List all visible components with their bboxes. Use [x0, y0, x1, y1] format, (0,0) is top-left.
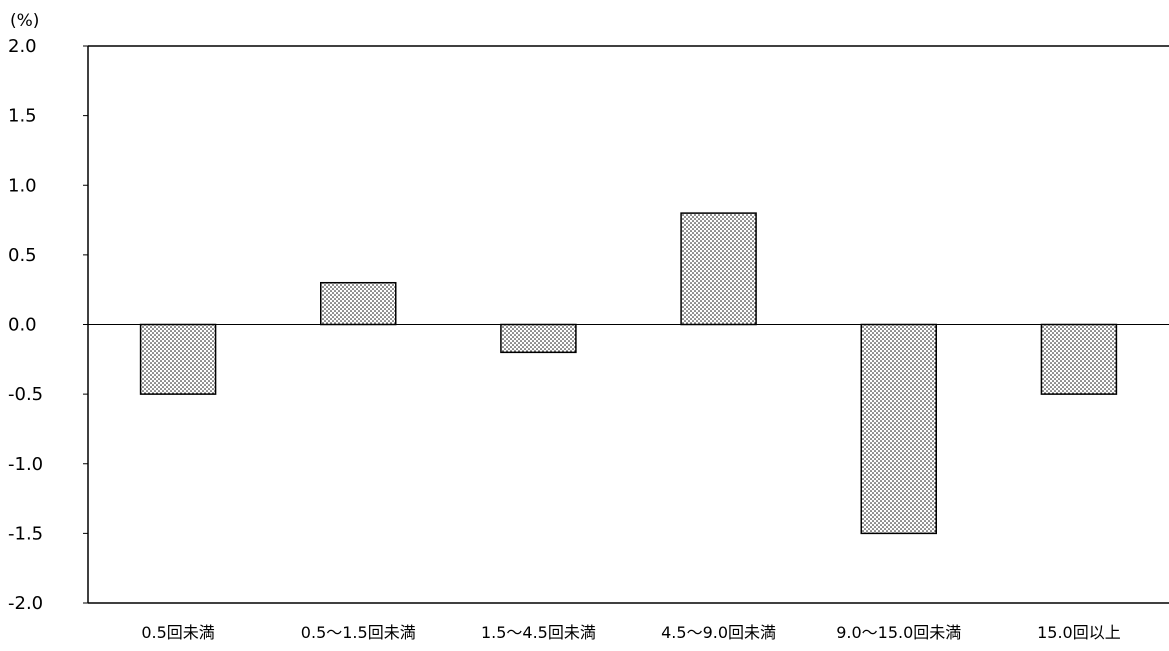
bar-3	[680, 212, 757, 326]
y-tick-label: 0.0	[8, 315, 37, 336]
y-tick-label: -0.5	[8, 384, 43, 405]
x-tick-label: 15.0回以上	[1037, 623, 1121, 642]
bars	[139, 212, 1118, 535]
x-tick-label: 1.5～4.5回未満	[481, 623, 596, 642]
y-axis-ticks: 2.0 1.5 1.0 0.5 0.0 -0.5 -1.0 -1.5 -2.0	[8, 36, 88, 614]
y-unit-label: (%)	[10, 11, 39, 31]
bar-1	[320, 281, 397, 326]
y-tick-label: -2.0	[8, 593, 43, 614]
x-tick-label: 9.0～15.0回未満	[836, 623, 961, 642]
y-tick-label: 1.5	[8, 106, 37, 127]
y-tick-label: 1.0	[8, 175, 37, 196]
bar-0	[139, 323, 217, 395]
x-tick-label: 0.5～1.5回未満	[301, 623, 416, 642]
y-tick-label: 0.5	[8, 245, 37, 266]
bar-2	[500, 323, 577, 354]
x-axis-ticks: 0.5回未満 0.5～1.5回未満 1.5～4.5回未満 4.5～9.0回未満 9.0～…	[141, 623, 1120, 642]
x-tick-label: 0.5回未満	[141, 623, 214, 642]
y-tick-label: 2.0	[8, 36, 37, 57]
x-tick-label: 4.5～9.0回未満	[661, 623, 776, 642]
plot-frame	[87, 45, 1169, 604]
bar-5	[1040, 323, 1118, 395]
y-tick-label: -1.5	[8, 523, 43, 544]
bar-4	[860, 323, 937, 535]
y-tick-label: -1.0	[8, 454, 43, 475]
